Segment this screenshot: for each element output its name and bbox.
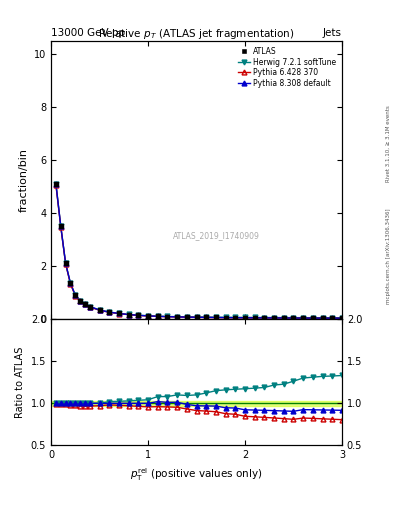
Text: mcplots.cern.ch [arXiv:1306.3436]: mcplots.cern.ch [arXiv:1306.3436] (386, 208, 391, 304)
X-axis label: $p_{\mathrm{T}}^{\mathrm{rel}}$ (positive values only): $p_{\mathrm{T}}^{\mathrm{rel}}$ (positiv… (130, 466, 263, 483)
Title: Relative $p_T$ (ATLAS jet fragmentation): Relative $p_T$ (ATLAS jet fragmentation) (98, 27, 295, 41)
Text: 13000 GeV pp: 13000 GeV pp (51, 28, 125, 38)
Text: Jets: Jets (323, 28, 342, 38)
Y-axis label: fraction/bin: fraction/bin (18, 148, 28, 212)
Y-axis label: Ratio to ATLAS: Ratio to ATLAS (15, 347, 25, 418)
Text: ATLAS_2019_I1740909: ATLAS_2019_I1740909 (173, 231, 260, 240)
Text: Rivet 3.1.10, ≥ 3.1M events: Rivet 3.1.10, ≥ 3.1M events (386, 105, 391, 182)
Legend: ATLAS, Herwig 7.2.1 softTune, Pythia 6.428 370, Pythia 8.308 default: ATLAS, Herwig 7.2.1 softTune, Pythia 6.4… (236, 45, 338, 90)
